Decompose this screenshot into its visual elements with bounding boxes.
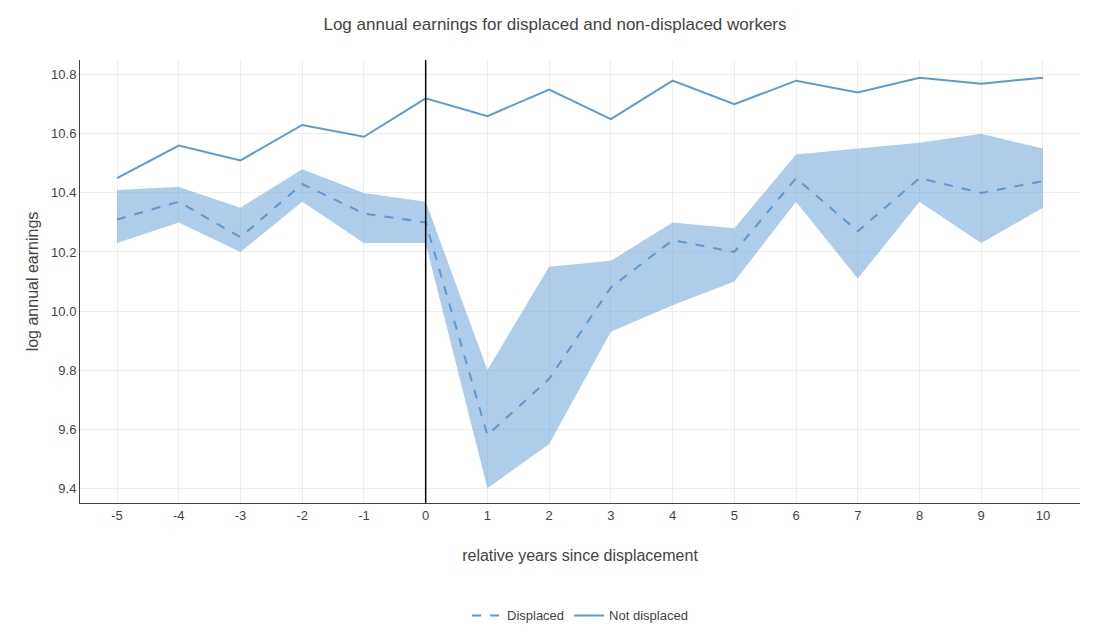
svg-text:10.2: 10.2	[51, 245, 76, 260]
svg-text:Not displaced: Not displaced	[609, 608, 688, 623]
svg-text:-2: -2	[296, 508, 308, 523]
svg-text:relative years since displacem: relative years since displacement	[462, 547, 698, 564]
svg-text:-4: -4	[173, 508, 185, 523]
svg-text:10.6: 10.6	[51, 126, 76, 141]
svg-text:-3: -3	[235, 508, 247, 523]
svg-text:0: 0	[422, 508, 429, 523]
svg-text:1: 1	[484, 508, 491, 523]
svg-text:9.8: 9.8	[58, 363, 76, 378]
svg-text:Log annual earnings for displa: Log annual earnings for displaced and no…	[323, 15, 786, 34]
svg-text:9.6: 9.6	[58, 422, 76, 437]
svg-text:9.4: 9.4	[58, 481, 76, 496]
svg-text:6: 6	[792, 508, 799, 523]
svg-text:-1: -1	[358, 508, 370, 523]
svg-text:10.8: 10.8	[51, 67, 76, 82]
svg-text:log annual earnings: log annual earnings	[24, 212, 41, 352]
svg-text:3: 3	[607, 508, 614, 523]
svg-text:10.0: 10.0	[51, 304, 76, 319]
svg-text:8: 8	[916, 508, 923, 523]
svg-text:2: 2	[546, 508, 553, 523]
svg-text:4: 4	[669, 508, 676, 523]
svg-text:7: 7	[854, 508, 861, 523]
svg-text:Displaced: Displaced	[507, 608, 564, 623]
svg-text:5: 5	[731, 508, 738, 523]
svg-text:9: 9	[978, 508, 985, 523]
svg-text:10.4: 10.4	[51, 185, 76, 200]
svg-text:-5: -5	[111, 508, 123, 523]
svg-text:10: 10	[1036, 508, 1050, 523]
